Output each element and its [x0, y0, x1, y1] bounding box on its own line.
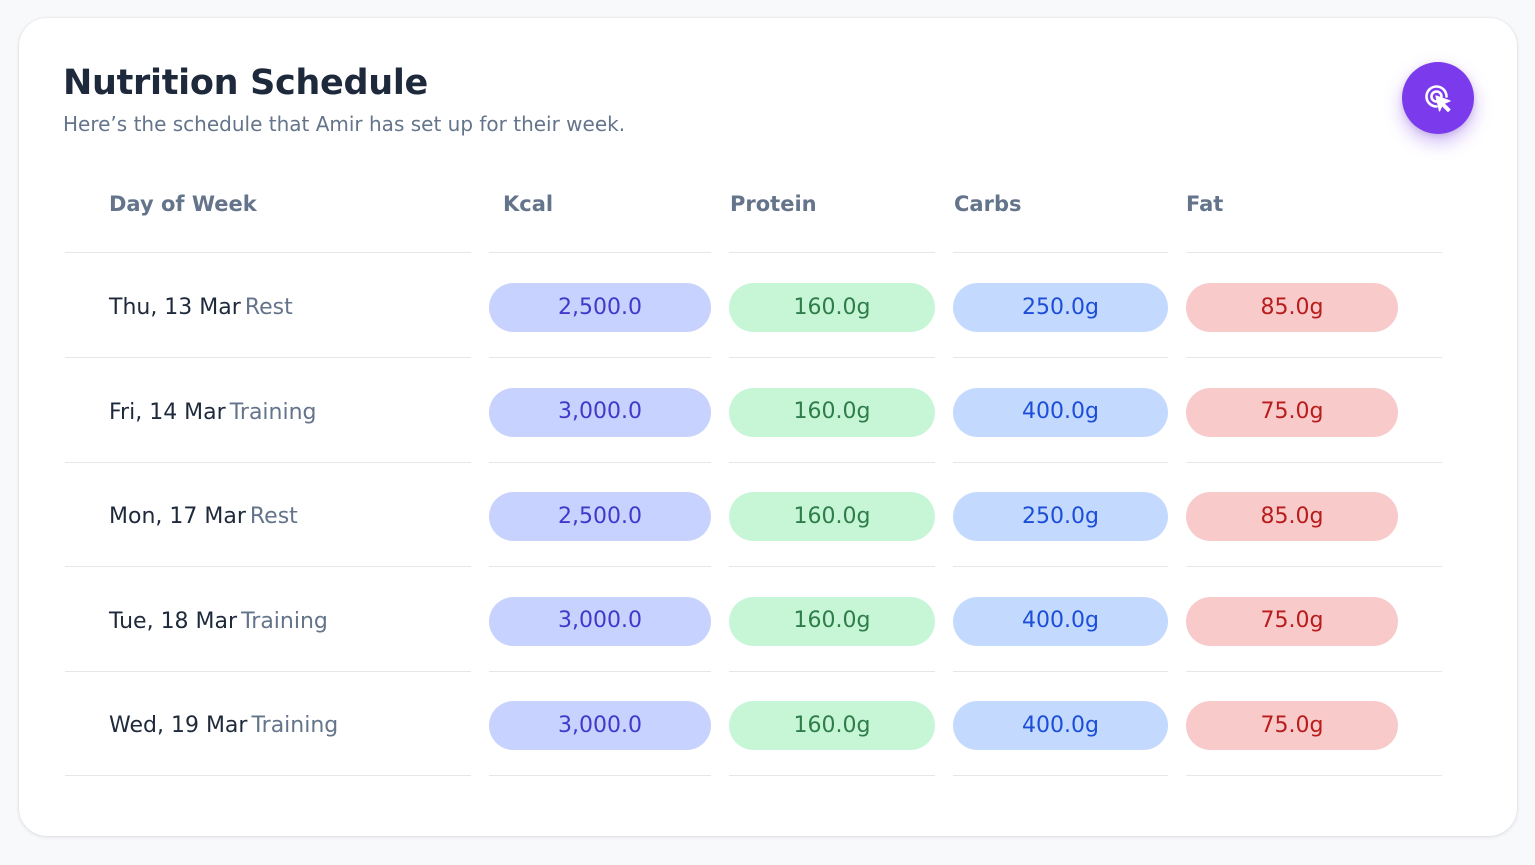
carbs-badge: 400.0g	[953, 701, 1168, 750]
protein-badge: 160.0g	[729, 701, 935, 750]
row-divider	[489, 357, 711, 358]
carbs-badge: 250.0g	[953, 492, 1168, 541]
row-divider	[953, 670, 1168, 672]
row-divider	[489, 566, 711, 567]
row-divider	[489, 775, 711, 776]
kcal-badge: 2,500.0	[489, 283, 711, 332]
row-divider	[953, 357, 1168, 358]
row-divider	[1186, 357, 1442, 358]
protein-badge: 160.0g	[729, 492, 935, 541]
row-divider	[729, 566, 935, 567]
row-divider	[489, 670, 711, 672]
column-header-carbs: Carbs	[954, 192, 1022, 216]
table-row: Fri, 14 Mar Training 3,000.0 160.0g 400.0g 75…	[19, 358, 1517, 463]
day-cell: Fri, 14 Mar Training	[109, 398, 317, 428]
day-type-label: Rest	[244, 295, 293, 320]
row-divider	[65, 566, 471, 567]
table-row: Tue, 18 Mar Training 3,000.0 160.0g 400.0g 75…	[19, 567, 1517, 672]
day-cell: Tue, 18 Mar Training	[109, 607, 328, 637]
nutrition-schedule-card: Nutrition Schedule Here’s the schedule t…	[19, 18, 1517, 836]
day-type-label: Training	[229, 399, 317, 425]
row-divider	[1186, 252, 1442, 253]
page-title: Nutrition Schedule	[63, 63, 428, 103]
column-header-kcal: Kcal	[503, 192, 554, 216]
fat-badge: 85.0g	[1186, 492, 1398, 541]
row-divider	[729, 461, 935, 463]
kcal-badge: 2,500.0	[489, 492, 711, 541]
fat-badge: 75.0g	[1186, 701, 1398, 750]
fat-badge: 75.0g	[1186, 596, 1398, 646]
day-cell: Mon, 17 Mar Rest	[109, 502, 298, 532]
protein-badge: 160.0g	[729, 387, 935, 437]
row-divider	[65, 252, 471, 253]
row-divider	[65, 670, 471, 672]
table-row: Wed, 19 Mar Training 3,000.0 160.0g 400.0g 75…	[19, 671, 1517, 776]
row-divider	[489, 461, 711, 463]
carbs-badge: 250.0g	[953, 283, 1168, 332]
row-divider	[953, 566, 1168, 567]
row-divider	[65, 461, 471, 463]
page-subtitle: Here’s the schedule that Amir has set up…	[63, 112, 626, 136]
day-type-label: Training	[251, 713, 339, 738]
fat-badge: 75.0g	[1186, 387, 1398, 437]
column-header-protein: Protein	[730, 192, 817, 216]
protein-badge: 160.0g	[729, 283, 935, 332]
kcal-badge: 3,000.0	[489, 701, 711, 750]
day-type-label: Training	[241, 608, 328, 634]
row-divider	[729, 775, 935, 776]
row-divider	[1186, 775, 1442, 776]
row-divider	[1186, 461, 1442, 463]
day-label: Fri, 14 Mar	[109, 399, 226, 425]
row-divider	[729, 670, 935, 672]
row-divider	[729, 252, 935, 253]
cursor-click-button[interactable]	[1402, 62, 1474, 134]
fat-badge: 85.0g	[1186, 283, 1398, 332]
row-divider	[953, 461, 1168, 463]
table-row: Mon, 17 Mar Rest 2,500.0 160.0g 250.0g 85.0g	[19, 462, 1517, 567]
kcal-badge: 3,000.0	[489, 596, 711, 646]
day-label: Wed, 19 Mar	[109, 713, 248, 738]
row-divider	[1186, 670, 1442, 672]
day-label: Thu, 13 Mar	[109, 295, 241, 320]
carbs-badge: 400.0g	[953, 387, 1168, 437]
row-divider	[65, 357, 471, 358]
row-divider	[1186, 566, 1442, 567]
row-divider	[65, 775, 471, 776]
row-divider	[729, 357, 935, 358]
day-label: Tue, 18 Mar	[109, 608, 238, 634]
day-label: Mon, 17 Mar	[109, 504, 246, 529]
kcal-badge: 3,000.0	[489, 387, 711, 437]
cursor-click-icon	[1421, 81, 1455, 115]
row-divider	[489, 252, 711, 253]
carbs-badge: 400.0g	[953, 596, 1168, 646]
table-row: Thu, 13 Mar Rest 2,500.0 160.0g 250.0g 85.0g	[19, 253, 1517, 358]
row-divider	[953, 252, 1168, 253]
row-divider	[953, 775, 1168, 776]
column-header-day: Day of Week	[109, 192, 257, 216]
day-cell: Thu, 13 Mar Rest	[109, 293, 293, 323]
column-header-fat: Fat	[1186, 192, 1224, 216]
day-cell: Wed, 19 Mar Training	[109, 711, 338, 741]
protein-badge: 160.0g	[729, 596, 935, 646]
day-type-label: Rest	[249, 504, 298, 529]
